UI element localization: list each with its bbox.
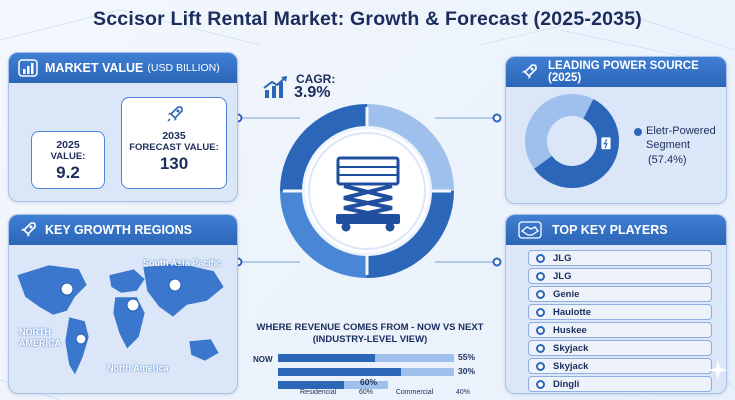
- player-name: Skyjack: [553, 360, 589, 372]
- power-source-panel: LEADING POWER SOURCE (2025) Eletr-Powere…: [505, 56, 727, 204]
- segment-value: (57.4%): [648, 154, 687, 166]
- key-players-panel: TOP KEY PLAYERS JLG JLG Genie Haulotte Huske…: [505, 214, 727, 394]
- current-value-box: 2025 VALUE: 9.2: [31, 131, 105, 189]
- trend-up-icon: [263, 76, 287, 98]
- company-icon: [536, 326, 545, 335]
- segment-label-line-2: Segment: [646, 139, 691, 151]
- battery-icon: [600, 134, 612, 151]
- axis-label-60: 60%: [359, 389, 374, 396]
- market-value-title: MARKET VALUE: [45, 61, 144, 75]
- cagr-label: CAGR:: [296, 72, 336, 86]
- donut-segment-electric: [534, 99, 619, 188]
- revenue-bar: [278, 381, 388, 389]
- company-icon: [536, 254, 545, 263]
- forecast-year: 2035: [162, 130, 186, 142]
- player-name: JLG: [553, 270, 572, 282]
- player-item: Genie: [528, 286, 712, 302]
- segment-label-line-1: Eletr-Powered: [646, 125, 716, 137]
- rocket-icon: [21, 222, 36, 237]
- company-icon: [536, 344, 545, 353]
- player-item: Dingli: [528, 376, 712, 392]
- growth-regions-header: KEY GROWTH REGIONS: [9, 215, 237, 245]
- player-name: Dingli: [553, 378, 580, 390]
- donut-hole: [548, 117, 596, 165]
- current-year: 2025: [56, 139, 80, 151]
- revenue-title: WHERE REVENUE COMES FROM - NOW VS NEXT: [256, 322, 484, 333]
- player-item: Skyjack: [528, 358, 712, 374]
- market-value-unit: (USD BILLION): [147, 62, 220, 74]
- growth-regions-panel: KEY GROWTH REGIONS South Asia Pacific NO…: [8, 214, 238, 394]
- company-icon: [536, 308, 545, 317]
- rocket-icon: [167, 106, 183, 122]
- player-item: Haulotte: [528, 304, 712, 320]
- power-source-title: LEADING POWER SOURCE (2025): [548, 60, 699, 84]
- region-label-sap: South Asia Pacific: [143, 258, 222, 268]
- player-item: Skyjack: [528, 340, 712, 356]
- region-label-na: North America: [107, 363, 169, 373]
- revenue-bar: [278, 368, 454, 376]
- player-item: Huskee: [528, 322, 712, 338]
- axis-label-commercial: Commercial: [395, 389, 434, 396]
- revenue-subtitle: (INDUSTRY-LEVEL VIEW): [312, 334, 428, 345]
- cagr-value: 3.9%: [294, 84, 331, 101]
- revenue-bar-value: 55%: [458, 352, 476, 362]
- company-icon: [536, 380, 545, 389]
- growth-regions-title: KEY GROWTH REGIONS: [45, 223, 193, 237]
- scissor-lift-icon: [336, 156, 400, 232]
- forecast-value: 130: [159, 154, 189, 173]
- rocket-icon: [522, 64, 537, 79]
- current-value-label: VALUE:: [50, 151, 86, 162]
- forecast-value-label: FORECAST VALUE:: [129, 142, 219, 153]
- axis-label-40: 40%: [455, 389, 470, 396]
- sparkle-icon: [708, 360, 728, 380]
- market-value-header: MARKET VALUE (USD BILLION): [9, 53, 237, 83]
- player-name: JLG: [553, 252, 572, 264]
- forecast-value-box: 2035 FORECAST VALUE: 130: [121, 97, 227, 189]
- company-icon: [536, 362, 545, 371]
- revenue-axis: Residencial 60% Commercial 40%: [300, 389, 470, 396]
- player-item: JLG: [528, 268, 712, 284]
- current-value: 9.2: [56, 163, 80, 182]
- revenue-bar-value: 60%: [360, 377, 378, 387]
- world-map: [16, 262, 225, 376]
- company-icon: [536, 272, 545, 281]
- revenue-bar-fill: [278, 381, 344, 389]
- revenue-bar-fill: [278, 354, 375, 362]
- region-label-na-upper: NORTH AMERICA: [19, 327, 61, 348]
- power-source-donut: [525, 94, 619, 188]
- player-name: Huskee: [553, 324, 587, 336]
- handshake-icon: [518, 221, 542, 239]
- power-source-header: LEADING POWER SOURCE (2025): [506, 57, 726, 87]
- player-item: JLG: [528, 250, 712, 266]
- bar-chart-growth-icon: [18, 59, 38, 77]
- player-name: Haulotte: [553, 306, 591, 318]
- page-title: Sccisor Lift Rental Market: Growth & For…: [93, 8, 642, 30]
- company-icon: [536, 290, 545, 299]
- legend-dot: [634, 128, 642, 136]
- revenue-bar-fill: [278, 368, 402, 376]
- revenue-bar: [278, 354, 454, 362]
- revenue-bar-value: 30%: [458, 366, 476, 376]
- now-label: NOW: [253, 355, 273, 364]
- key-players-title: TOP KEY PLAYERS: [552, 223, 668, 237]
- axis-label-residencial: Residencial: [300, 389, 337, 396]
- player-name: Skyjack: [553, 342, 589, 354]
- map-pin-icon: [60, 278, 182, 345]
- key-players-header: TOP KEY PLAYERS: [506, 215, 726, 245]
- player-name: Genie: [553, 288, 580, 300]
- market-value-panel: MARKET VALUE (USD BILLION) 2025 VALUE: 9…: [8, 52, 238, 202]
